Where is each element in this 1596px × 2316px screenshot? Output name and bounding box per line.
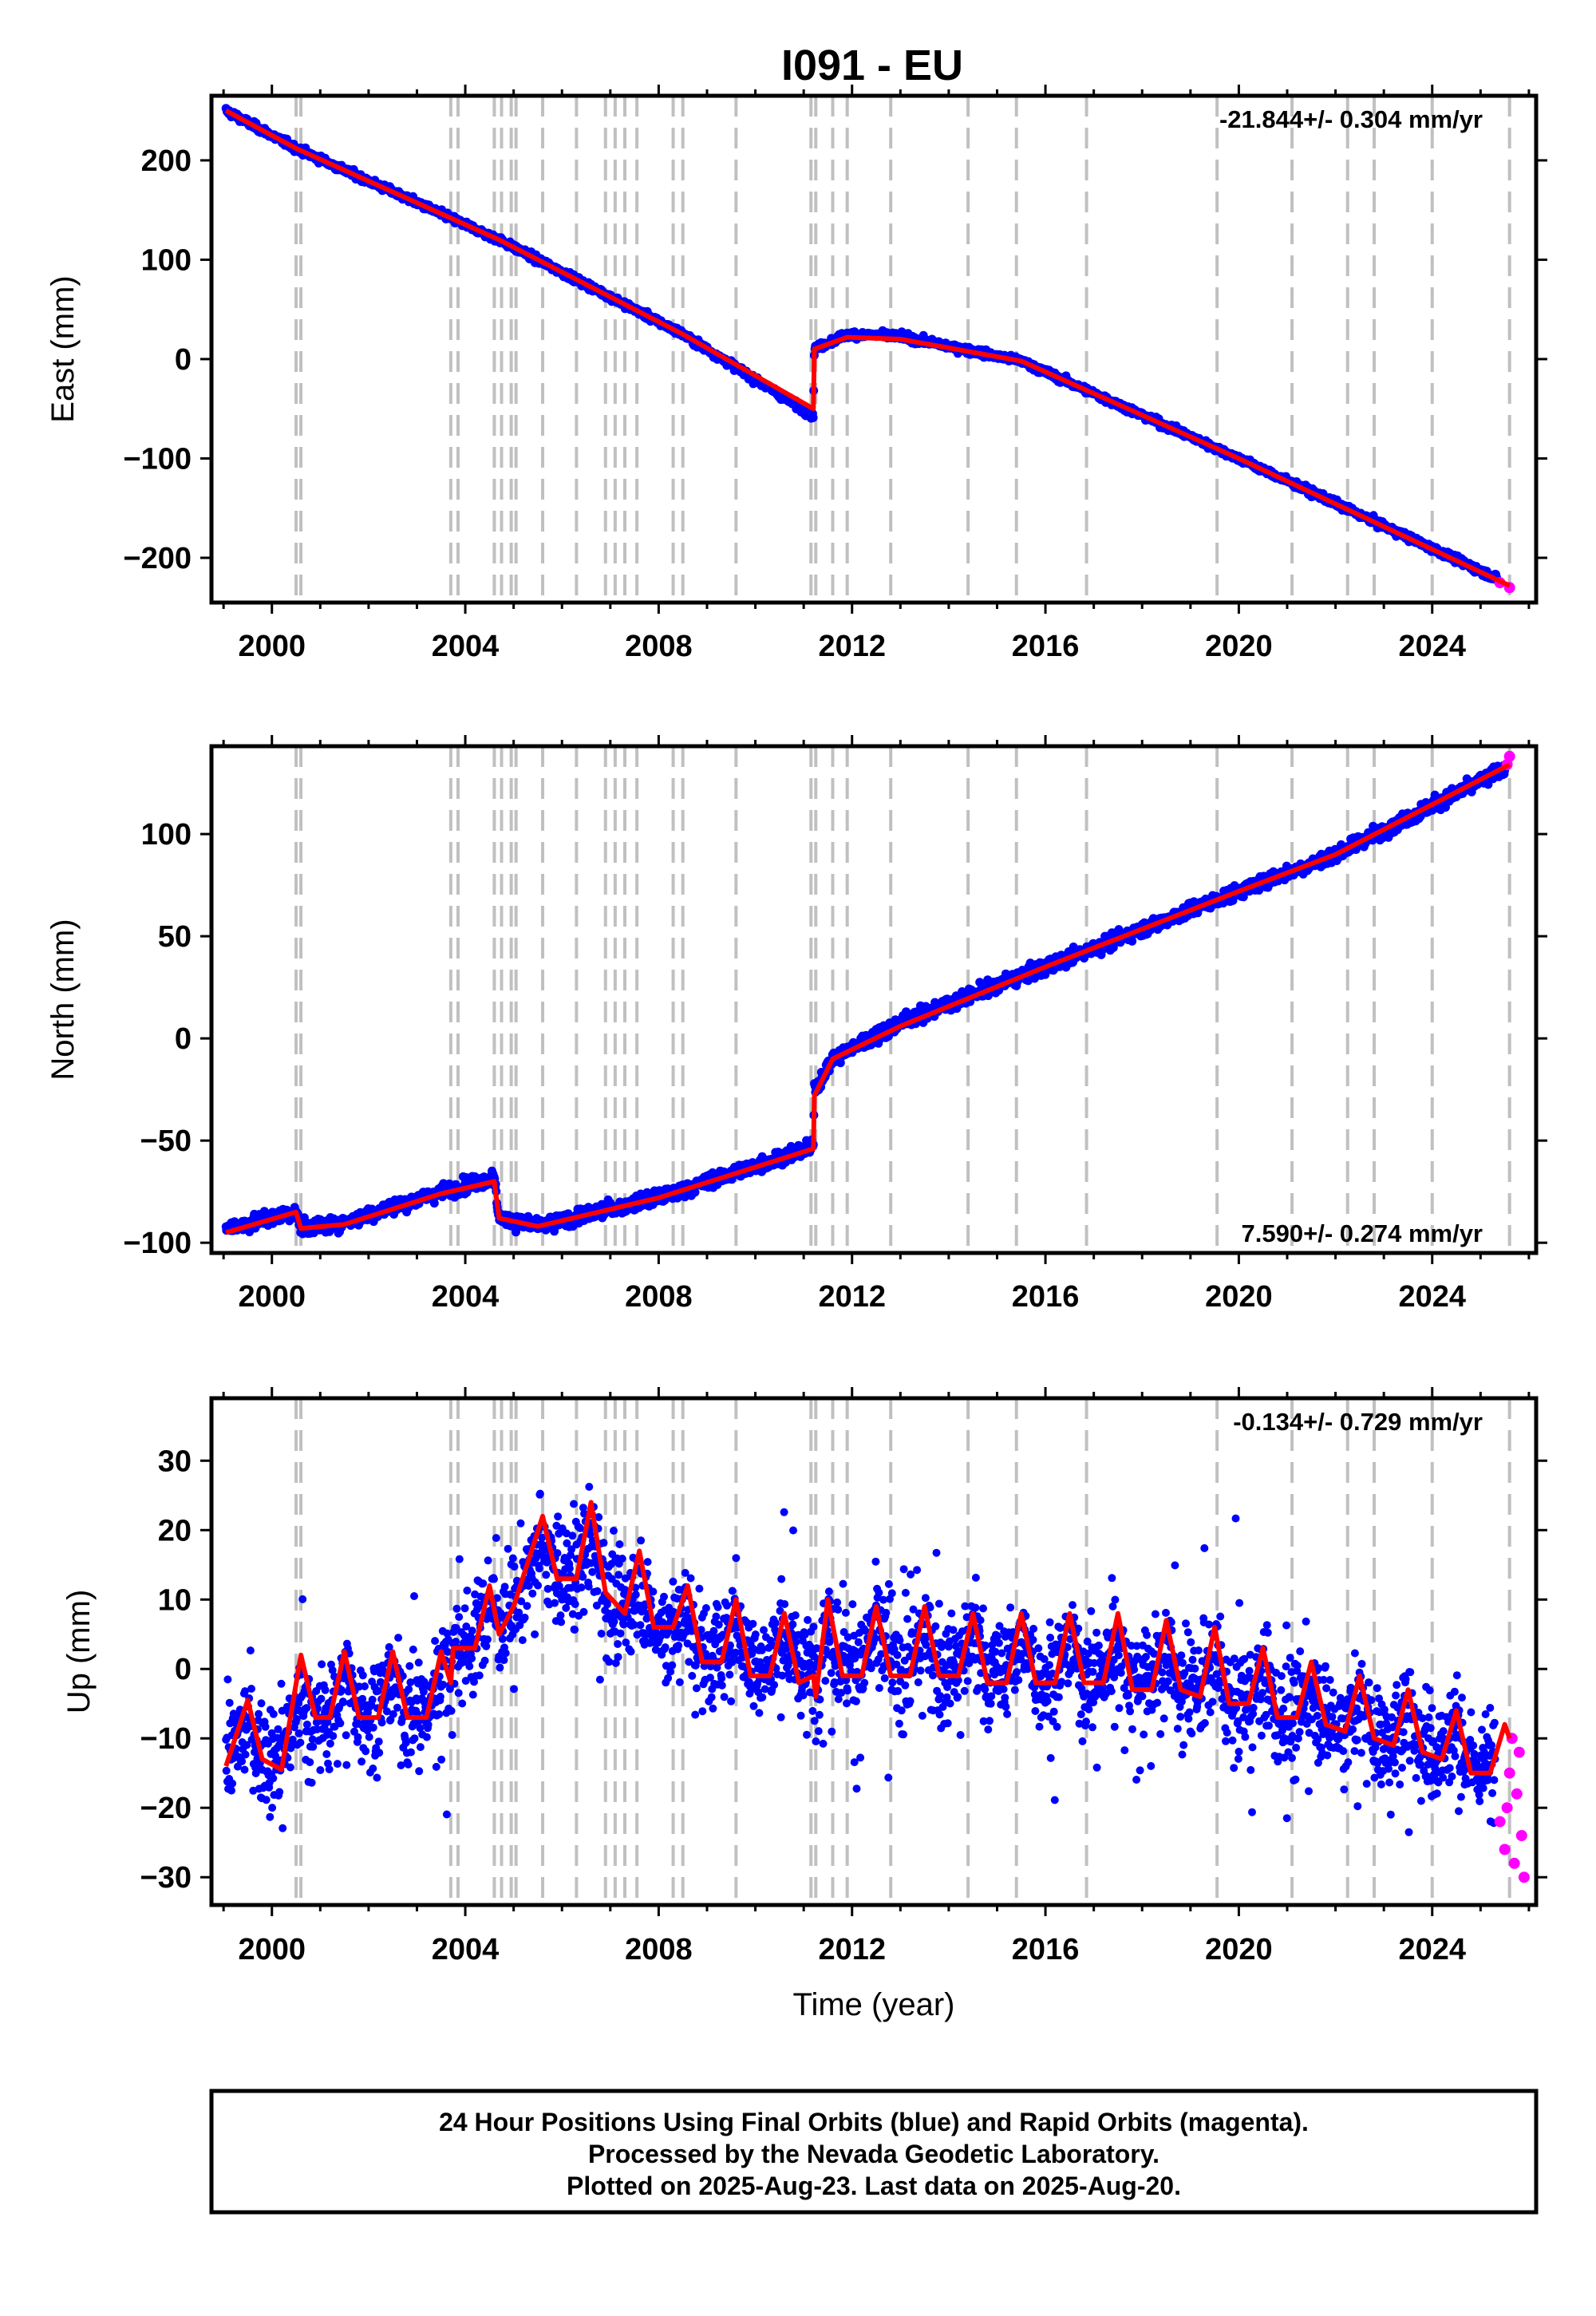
- x-tick-label: 2012: [818, 1280, 886, 1314]
- final-orbit-points: [221, 761, 1510, 1239]
- x-tick-label: 2004: [432, 630, 500, 663]
- y-axis-label: East (mm): [45, 275, 81, 422]
- rapid-orbit-point: [1503, 750, 1515, 762]
- north-panel: 2000 2004 2008 2012 2016 2020 2024−100−5005010…: [45, 735, 1547, 1314]
- east-panel: 2000 2004 2008 2012 2016 2020 2024 −200 −100 0 100…: [45, 85, 1547, 663]
- panel-frame: [209, 744, 1539, 1255]
- x-tick-label: 2024: [1398, 630, 1466, 663]
- x-tick-label: 2008: [625, 630, 693, 663]
- x-tick-label: 2008: [625, 1280, 693, 1314]
- plot-area: [221, 746, 1515, 1253]
- final-orbit-point: [429, 1199, 439, 1208]
- x-tick-label: 2016: [1012, 630, 1080, 663]
- panel-frame: [209, 93, 1539, 605]
- final-orbit-point: [808, 413, 818, 422]
- x-tick-label: 2020: [1205, 1280, 1273, 1314]
- x-tick-label: 2020: [1205, 630, 1273, 663]
- figure-title: I091 - EU: [781, 41, 963, 89]
- y-tick-label: −100: [123, 442, 192, 476]
- y-tick-label: 200: [141, 144, 192, 178]
- final-orbit-point: [1128, 936, 1137, 946]
- final-orbit-point: [690, 1188, 700, 1197]
- x-tick-label: 2000: [238, 630, 306, 663]
- y-tick-label: 0: [175, 343, 192, 377]
- x-tick-label: 2000: [238, 1280, 306, 1314]
- final-orbit-point: [1238, 892, 1248, 902]
- x-tick-label: 2016: [1012, 1280, 1080, 1314]
- model-line: [224, 109, 1511, 588]
- final-orbit-points: [221, 104, 1502, 584]
- x-tick-label: 2024: [1398, 1280, 1466, 1314]
- y-tick-label: −200: [123, 542, 192, 575]
- y-tick-label: 100: [141, 243, 192, 277]
- plot-area: [221, 96, 1515, 603]
- x-tick-label: 2004: [432, 1280, 500, 1314]
- model-line: [225, 762, 1511, 1235]
- x-tick-label: 2012: [818, 630, 886, 663]
- rate-annotation: -21.844+/- 0.304 mm/yr: [1219, 105, 1483, 133]
